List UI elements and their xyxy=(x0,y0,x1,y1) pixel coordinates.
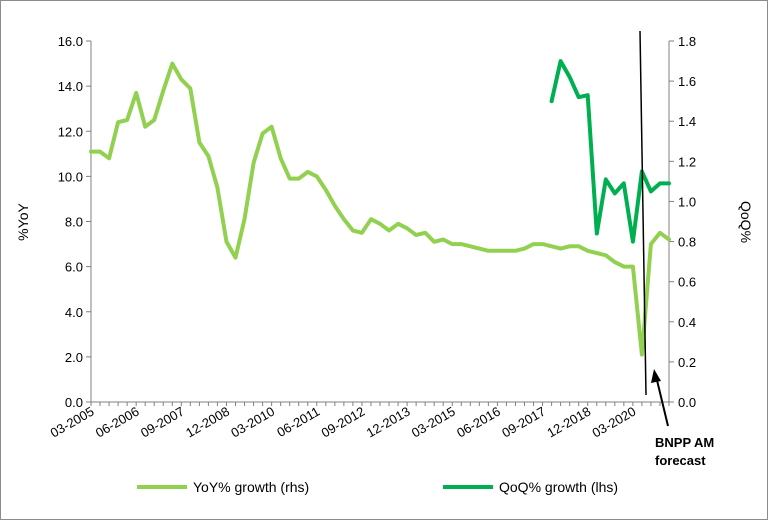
y-tick-label-left: 0.0 xyxy=(65,395,83,410)
x-tick-label: 03-2010 xyxy=(228,404,277,441)
y-tick-label-right: 1.2 xyxy=(678,154,696,169)
x-tick-label: 09-2012 xyxy=(319,404,368,441)
forecast-divider-layer xyxy=(639,30,647,396)
x-tick-label: 03-2015 xyxy=(409,404,458,441)
forecast-arrowhead xyxy=(651,369,661,383)
y-tick-label-left: 2.0 xyxy=(65,350,83,365)
y-tick-label-right: 0.2 xyxy=(678,355,696,370)
y-tick-label-right: 0.0 xyxy=(678,395,696,410)
x-tick-label: 09-2017 xyxy=(499,404,548,441)
y-tick-label-left: 10.0 xyxy=(58,169,83,184)
x-tick-label: 12-2013 xyxy=(364,404,413,441)
y-axis-right-title: QoQ% xyxy=(738,201,754,243)
y-tick-label-left: 8.0 xyxy=(65,215,83,230)
x-axis-ticks: 03-200506-200609-200712-200803-201006-20… xyxy=(48,402,670,441)
legend: YoY% growth (rhs) QoQ% growth (lhs) xyxy=(137,479,618,495)
y-axis-left-title: %YoY xyxy=(15,203,31,241)
legend-label-qoq: QoQ% growth (lhs) xyxy=(499,479,618,495)
y-tick-label-right: 0.4 xyxy=(678,315,696,330)
x-tick-label: 09-2007 xyxy=(138,404,187,441)
y-tick-label-right: 0.6 xyxy=(678,275,696,290)
legend-label-yoy: YoY% growth (rhs) xyxy=(193,479,309,495)
x-tick-label: 06-2011 xyxy=(274,404,322,440)
series-line-yoy xyxy=(89,61,671,357)
forecast-divider-line xyxy=(639,30,647,396)
series-line-qoq xyxy=(549,59,671,244)
y-axis-right-ticks: 0.0 0.2 0.4 0.6 0.8 1.0 1.2 1.4 1.6 1.8 xyxy=(669,34,696,410)
y-tick-label-left: 12.0 xyxy=(58,124,83,139)
y-tick-label-right: 1.6 xyxy=(678,74,696,89)
forecast-annotation-line: BNPP AM xyxy=(655,435,714,450)
forecast-annotation-line: forecast xyxy=(655,453,706,468)
y-tick-label-right: 1.4 xyxy=(678,114,696,129)
y-tick-label-left: 16.0 xyxy=(58,34,83,49)
x-tick-label: 06-2016 xyxy=(454,404,503,441)
x-tick-label: 12-2008 xyxy=(183,404,232,441)
x-tick-label: 06-2006 xyxy=(93,404,142,441)
y-tick-label-right: 1.0 xyxy=(678,194,696,209)
y-axis-left-ticks: 0.0 2.0 4.0 6.0 8.0 10.0 12.0 14.0 16.0 xyxy=(58,34,91,410)
y-tick-label-left: 4.0 xyxy=(65,305,83,320)
forecast-annotation: BNPP AM forecast xyxy=(651,369,714,468)
forecast-arrow xyxy=(655,375,669,427)
y-tick-label-left: 6.0 xyxy=(65,260,83,275)
y-tick-label-left: 14.0 xyxy=(58,79,83,94)
y-tick-label-right: 1.8 xyxy=(678,34,696,49)
forecast-annotation-text: BNPP AM forecast xyxy=(655,435,714,468)
x-tick-label: 12-2018 xyxy=(544,404,593,441)
series-layer xyxy=(89,59,671,357)
x-tick-label: 03-2020 xyxy=(590,404,639,441)
y-tick-label-right: 0.8 xyxy=(678,235,696,250)
